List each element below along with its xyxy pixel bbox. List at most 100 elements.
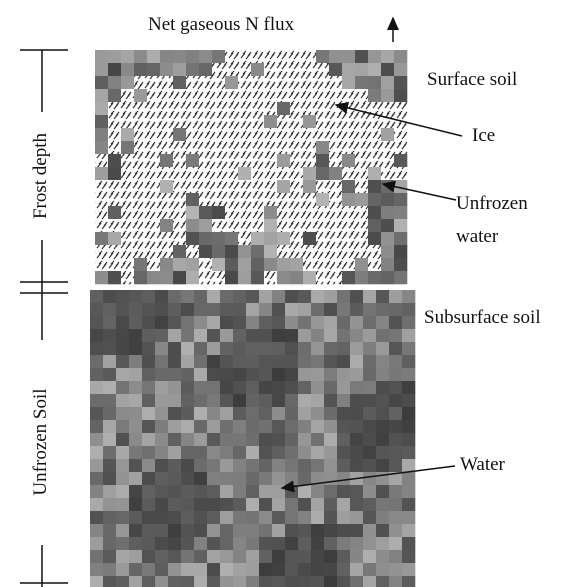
- soil-cell: [220, 446, 234, 460]
- soil-cell: [355, 115, 369, 129]
- soil-cell: [363, 290, 377, 304]
- soil-cell: [259, 498, 273, 512]
- soil-cell: [103, 381, 117, 395]
- soil-cell: [311, 459, 325, 473]
- soil-cell: [220, 420, 234, 434]
- soil-cell: [277, 154, 291, 168]
- soil-cell: [199, 206, 213, 220]
- soil-cell: [389, 316, 403, 330]
- soil-cell: [103, 511, 117, 525]
- soil-cell: [194, 420, 208, 434]
- soil-cell: [277, 76, 291, 90]
- soil-cell: [207, 576, 221, 587]
- soil-cell: [121, 193, 135, 207]
- soil-cell: [168, 537, 182, 551]
- soil-cell: [290, 206, 304, 220]
- soil-cell: [220, 524, 234, 538]
- soil-cell: [311, 524, 325, 538]
- soil-cell: [389, 433, 403, 447]
- soil-cell: [246, 316, 260, 330]
- soil-cell: [329, 193, 343, 207]
- soil-cell: [259, 368, 273, 382]
- soil-cell: [381, 63, 395, 77]
- soil-cell: [212, 89, 226, 103]
- soil-cell: [402, 524, 416, 538]
- soil-cell: [108, 271, 122, 285]
- soil-cell: [220, 576, 234, 587]
- soil-cell: [103, 407, 117, 421]
- soil-cell: [173, 154, 187, 168]
- soil-cell: [220, 511, 234, 525]
- soil-cell: [129, 303, 143, 317]
- soil-cell: [186, 115, 200, 129]
- soil-cell: [225, 63, 239, 77]
- soil-cell: [207, 316, 221, 330]
- soil-cell: [329, 219, 343, 233]
- soil-cell: [311, 355, 325, 369]
- soil-cell: [363, 446, 377, 460]
- soil-cell: [264, 102, 278, 116]
- soil-cell: [272, 576, 286, 587]
- soil-cell: [277, 128, 291, 142]
- soil-cell: [342, 258, 356, 272]
- soil-cell: [207, 498, 221, 512]
- soil-cell: [381, 245, 395, 259]
- soil-cell: [186, 232, 200, 246]
- soil-cell: [259, 381, 273, 395]
- soil-cell: [324, 342, 338, 356]
- soil-cell: [376, 576, 390, 587]
- soil-cell: [316, 50, 330, 64]
- soil-cell: [108, 89, 122, 103]
- soil-cell: [103, 303, 117, 317]
- soil-cell: [337, 368, 351, 382]
- soil-cell: [368, 89, 382, 103]
- soil-cell: [121, 180, 135, 194]
- soil-cell: [181, 303, 195, 317]
- soil-cell: [173, 63, 187, 77]
- soil-cell: [103, 329, 117, 343]
- soil-cell: [173, 206, 187, 220]
- soil-cell: [389, 550, 403, 564]
- soil-cell: [173, 180, 187, 194]
- soil-cell: [246, 290, 260, 304]
- soil-cell: [108, 102, 122, 116]
- soil-cell: [90, 550, 104, 564]
- soil-cell: [103, 433, 117, 447]
- soil-cell: [116, 394, 130, 408]
- soil-cell: [90, 563, 104, 577]
- soil-cell: [233, 459, 247, 473]
- soil-cell: [142, 524, 156, 538]
- soil-cell: [272, 420, 286, 434]
- soil-cell: [298, 524, 312, 538]
- soil-cell: [350, 537, 364, 551]
- soil-cell: [103, 316, 117, 330]
- soil-cell: [155, 511, 169, 525]
- soil-cell: [303, 180, 317, 194]
- soil-cell: [155, 524, 169, 538]
- soil-cell: [186, 76, 200, 90]
- soil-cell: [90, 498, 104, 512]
- soil-cell: [134, 102, 148, 116]
- soil-cell: [298, 368, 312, 382]
- soil-cell: [316, 89, 330, 103]
- soil-cell: [368, 258, 382, 272]
- soil-cell: [251, 115, 265, 129]
- soil-cell: [238, 141, 252, 155]
- soil-cell: [290, 63, 304, 77]
- soil-cell: [363, 472, 377, 486]
- soil-cell: [173, 193, 187, 207]
- soil-cell: [246, 329, 260, 343]
- soil-cell: [186, 245, 200, 259]
- soil-cell: [147, 50, 161, 64]
- soil-cell: [116, 342, 130, 356]
- soil-cell: [220, 329, 234, 343]
- soil-cell: [402, 511, 416, 525]
- soil-cell: [246, 550, 260, 564]
- soil-cell: [194, 563, 208, 577]
- soil-cell: [394, 219, 408, 233]
- soil-cell: [329, 63, 343, 77]
- soil-cell: [129, 368, 143, 382]
- soil-cell: [342, 50, 356, 64]
- soil-cell: [298, 576, 312, 587]
- soil-cell: [181, 407, 195, 421]
